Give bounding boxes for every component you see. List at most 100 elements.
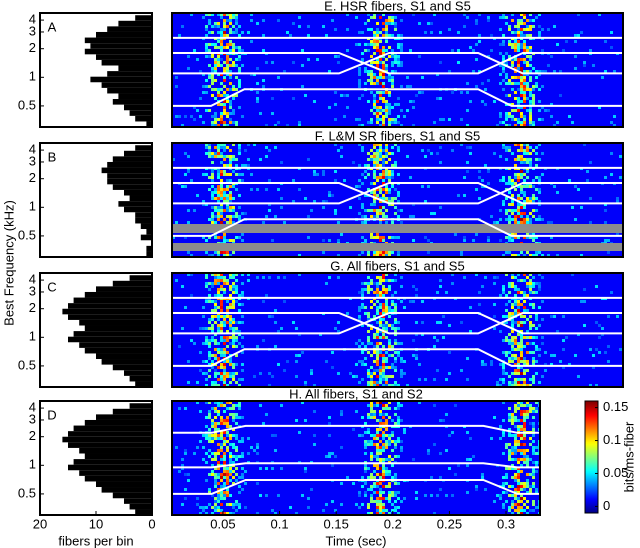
- spectrogram-texture: [574, 34, 577, 37]
- spectrogram-texture: [226, 345, 229, 348]
- spectrogram-texture: [460, 251, 463, 254]
- histogram-bar: [96, 54, 152, 60]
- spectrogram-texture: [181, 458, 184, 461]
- spectrogram-texture: [205, 327, 208, 330]
- spectrogram-texture: [205, 372, 208, 375]
- spectrogram-texture: [223, 437, 226, 440]
- spectrogram-texture: [574, 218, 577, 221]
- spectrogram-texture: [307, 215, 310, 218]
- spectrogram-texture: [523, 34, 526, 37]
- spectrogram-texture: [394, 342, 397, 345]
- spectrogram-texture: [382, 46, 385, 49]
- spectrogram-texture: [379, 351, 382, 354]
- spectrogram-texture: [292, 22, 295, 25]
- spectrogram-texture: [373, 82, 376, 85]
- spectrogram-texture: [382, 378, 385, 381]
- spectrogram-texture: [253, 375, 256, 378]
- spectrogram-texture: [523, 221, 526, 224]
- spectrogram-texture: [340, 155, 343, 158]
- spectrogram-texture: [376, 49, 379, 52]
- spectrogram-texture: [445, 494, 448, 497]
- spectrogram-texture: [517, 25, 520, 28]
- spectrogram-texture: [220, 288, 223, 291]
- spectrogram-texture: [220, 303, 223, 306]
- spectrogram-texture: [523, 360, 526, 363]
- spectrogram-texture: [268, 276, 271, 279]
- spectrogram-texture: [385, 321, 388, 324]
- spectrogram-texture: [511, 209, 514, 212]
- spectrogram-texture: [526, 82, 529, 85]
- histogram-bar: [102, 359, 152, 365]
- spectrogram-texture: [361, 52, 364, 55]
- spectrogram-texture: [517, 61, 520, 64]
- spectrogram-texture: [391, 49, 394, 52]
- spectrogram-texture: [256, 67, 259, 70]
- histogram-bar: [62, 437, 152, 443]
- spectrogram-texture: [367, 100, 370, 103]
- spectrogram-texture: [517, 215, 520, 218]
- spectrogram-texture: [376, 215, 379, 218]
- spectrogram-texture: [517, 19, 520, 22]
- spectrogram-texture: [334, 327, 337, 330]
- spectrogram-texture: [529, 94, 532, 97]
- spectrogram-texture: [520, 218, 523, 221]
- spectrogram-texture: [241, 294, 244, 297]
- spectrogram-texture: [211, 437, 214, 440]
- spectrogram-texture: [508, 312, 511, 315]
- spectrogram-texture: [223, 276, 226, 279]
- spectrogram-texture: [256, 276, 259, 279]
- spectrogram-texture: [388, 236, 391, 239]
- spectrogram-texture: [364, 491, 367, 494]
- spectrogram-texture: [235, 46, 238, 49]
- spectrogram-texture: [358, 491, 361, 494]
- spectrogram-texture: [367, 28, 370, 31]
- spectrogram-texture: [400, 46, 403, 49]
- spectrogram-texture: [214, 482, 217, 485]
- spectrogram-texture: [532, 194, 535, 197]
- spectrogram-texture: [220, 94, 223, 97]
- spectrogram-texture: [274, 146, 277, 149]
- histogram-bar: [85, 38, 152, 44]
- spectrogram-texture: [469, 100, 472, 103]
- spectrogram-texture: [520, 357, 523, 360]
- spectrogram-texture: [328, 422, 331, 425]
- spectrogram-texture: [604, 221, 607, 224]
- spectrogram-texture: [376, 309, 379, 312]
- spectrogram-texture: [520, 485, 523, 488]
- spectrogram-texture: [379, 91, 382, 94]
- spectrogram-texture: [394, 357, 397, 360]
- spectrogram-texture: [256, 91, 259, 94]
- spectrogram-texture: [388, 485, 391, 488]
- spectrogram-texture: [229, 467, 232, 470]
- spectrogram-texture: [232, 446, 235, 449]
- spectrogram-texture: [229, 473, 232, 476]
- spectrogram-texture: [532, 357, 535, 360]
- spectrogram-texture: [529, 485, 532, 488]
- spectrogram-texture: [370, 43, 373, 46]
- spectrogram-texture: [394, 197, 397, 200]
- spectrogram-texture: [382, 360, 385, 363]
- spectrogram-texture: [208, 416, 211, 419]
- spectrogram-texture: [391, 419, 394, 422]
- spectrogram-texture: [529, 327, 532, 330]
- spectrogram-texture: [223, 25, 226, 28]
- histogram-bar: [135, 145, 152, 151]
- spectrogram-texture: [529, 488, 532, 491]
- spectrogram-texture: [226, 251, 229, 254]
- spectrogram-texture: [532, 422, 535, 425]
- spectrogram-texture: [517, 43, 520, 46]
- spectrogram-texture: [385, 115, 388, 118]
- spectrogram-texture: [505, 251, 508, 254]
- spectrogram-texture: [214, 407, 217, 410]
- spectrogram-texture: [379, 428, 382, 431]
- spectrogram-texture: [514, 158, 517, 161]
- spectrogram-texture: [391, 19, 394, 22]
- spectrogram-texture: [217, 155, 220, 158]
- spectrogram-texture: [226, 34, 229, 37]
- spectrogram-texture: [388, 94, 391, 97]
- spectrogram-texture: [529, 76, 532, 79]
- spectrogram-texture: [244, 506, 247, 509]
- spectrogram-texture: [235, 449, 238, 452]
- spectrogram-texture: [202, 121, 205, 124]
- y-tick-label: 2: [29, 428, 36, 443]
